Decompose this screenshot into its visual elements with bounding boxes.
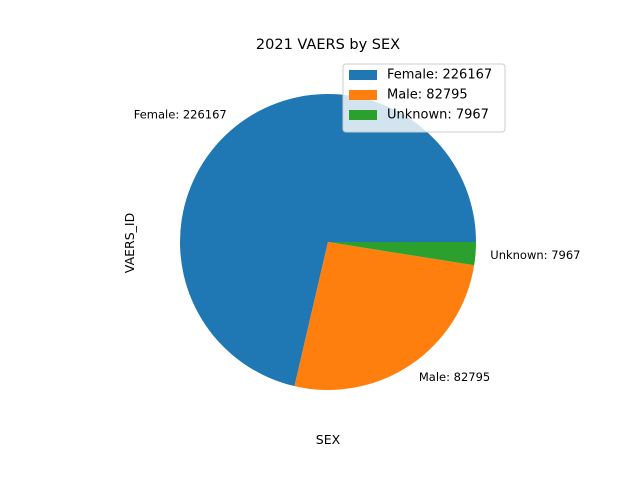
slice-label-female: Female: 226167 bbox=[134, 108, 227, 122]
pie-slices bbox=[180, 94, 477, 390]
legend-swatch-female bbox=[349, 70, 377, 80]
pie-slice-female bbox=[180, 94, 477, 387]
legend-label-unknown: Unknown: 7967 bbox=[387, 108, 489, 123]
y-axis-label: VAERS_ID bbox=[122, 213, 137, 273]
legend-items: Female: 226167 Male: 82795 Unknown: 7967 bbox=[349, 68, 492, 123]
legend-label-male: Male: 82795 bbox=[387, 88, 468, 103]
slice-label-unknown: Unknown: 7967 bbox=[490, 248, 580, 262]
slice-label-male: Male: 82795 bbox=[419, 370, 490, 384]
chart-title: 2021 VAERS by SEX bbox=[256, 37, 400, 53]
legend-swatch-male bbox=[349, 90, 377, 100]
legend-swatch-unknown bbox=[349, 110, 377, 120]
pie-slice-labels: Female: 226167 Male: 82795 Unknown: 7967 bbox=[134, 108, 581, 385]
legend-label-female: Female: 226167 bbox=[387, 68, 492, 83]
legend: Female: 226167 Male: 82795 Unknown: 7967 bbox=[342, 63, 506, 133]
pie-slice-unknown bbox=[328, 242, 476, 266]
legend-frame bbox=[342, 63, 506, 133]
x-axis-label: SEX bbox=[316, 432, 341, 447]
pie-slice-male bbox=[294, 242, 475, 390]
